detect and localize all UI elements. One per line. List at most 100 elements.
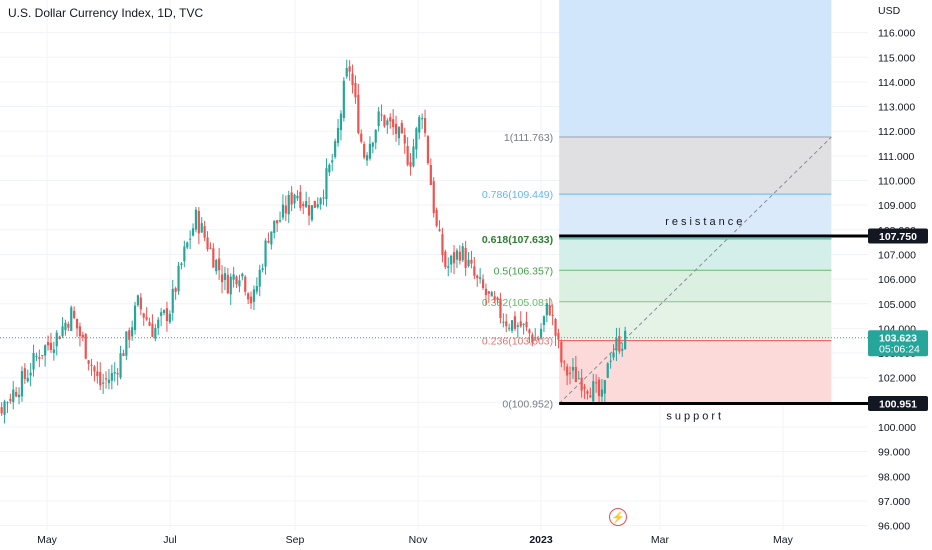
candle-body	[423, 118, 427, 133]
candle-body	[571, 366, 575, 371]
candle-body	[119, 353, 122, 378]
y-tick-label: 99.000	[878, 447, 910, 459]
candle-body	[548, 305, 551, 315]
candle-body	[566, 366, 569, 376]
candle-body	[551, 314, 554, 316]
candle-body	[81, 334, 84, 338]
y-tick-label: 100.000	[878, 422, 916, 434]
time-axis[interactable]: May Jul Sep Nov 2023 Mar May	[37, 534, 794, 546]
candle-body	[26, 377, 29, 382]
candle-body	[307, 205, 311, 216]
countdown-text: 05:06:24	[879, 344, 920, 356]
resistance-label: resistance	[665, 216, 745, 228]
candle-body	[310, 205, 314, 220]
candle-body	[505, 321, 508, 327]
fib-zone	[559, 270, 832, 302]
candle-body	[516, 325, 519, 327]
candle-body	[618, 335, 621, 352]
candle-body	[322, 197, 325, 199]
fib-level-label: 0.618(107.633)	[482, 234, 553, 246]
candle-body	[104, 378, 108, 380]
y-tick-label: 105.000	[878, 299, 916, 311]
candle-body	[61, 326, 64, 337]
candle-body	[377, 111, 380, 127]
candle-body	[531, 334, 534, 343]
candle-body	[580, 377, 583, 391]
candle-body	[421, 118, 424, 120]
candle-body	[592, 381, 595, 402]
candle-body	[177, 265, 180, 292]
candle-body	[87, 360, 90, 364]
candle-body	[220, 274, 224, 283]
candle-body	[244, 276, 247, 292]
candle-body	[394, 123, 398, 134]
support-label: support	[666, 411, 724, 423]
candle-body	[345, 68, 348, 77]
candle-body	[171, 288, 174, 313]
candle-body	[452, 252, 456, 264]
candle-body	[270, 231, 273, 245]
candle-body	[392, 119, 395, 128]
y-tick-label: 114.000	[878, 77, 915, 89]
candle-body	[197, 210, 200, 234]
fib-zone	[559, 238, 832, 271]
candle-body	[32, 352, 35, 370]
x-tick-label: May	[773, 534, 794, 546]
candle-body	[426, 136, 430, 164]
x-tick-label: Nov	[409, 534, 428, 546]
candle-body	[99, 372, 102, 386]
candle-body	[624, 330, 627, 350]
candle-body	[58, 336, 61, 340]
candle-body	[328, 164, 331, 173]
candle-body	[595, 382, 598, 384]
candle-body	[44, 345, 47, 356]
candle-body	[508, 327, 511, 329]
candle-body	[258, 269, 261, 287]
candle-body	[389, 117, 392, 122]
candle-body	[218, 258, 221, 271]
candle-body	[116, 373, 119, 375]
candle-body	[450, 255, 453, 265]
candle-body	[241, 273, 244, 277]
lightning-icon[interactable]: ⚡	[609, 508, 627, 526]
candle-body	[612, 352, 615, 358]
y-tick-label: 110.000	[878, 176, 915, 188]
candle-body	[360, 133, 363, 142]
candle-body	[357, 94, 360, 134]
candle-body	[473, 266, 476, 276]
fib-zone	[559, 137, 832, 195]
candle-body	[255, 286, 258, 292]
price-axis[interactable]: USD96.00097.00098.00099.000100.000101.00…	[868, 0, 932, 550]
candle-body	[139, 297, 142, 310]
candle-body	[400, 122, 403, 134]
candle-body	[273, 220, 276, 233]
trend-line	[558, 136, 832, 404]
chart-title: U.S. Dollar Currency Index, 1D, TVC	[8, 6, 204, 20]
candle-body	[331, 160, 334, 163]
candle-body	[145, 317, 148, 320]
candle-body	[481, 279, 485, 289]
support-price-badge-text: 100.951	[879, 399, 917, 411]
x-tick-label: Mar	[651, 534, 670, 546]
candle-body	[183, 246, 186, 262]
candle-body	[589, 395, 592, 398]
candle-body	[290, 192, 293, 205]
candle-body	[316, 204, 319, 208]
candle-body	[252, 289, 256, 302]
candle-body	[212, 248, 215, 268]
candle-body	[365, 155, 369, 161]
candle-body	[203, 226, 206, 238]
candle-body	[17, 394, 21, 398]
candle-body	[574, 366, 577, 383]
candle-body	[191, 228, 195, 236]
candle-body	[75, 318, 79, 329]
candle-body	[267, 240, 270, 243]
candle-body	[223, 273, 227, 280]
candle-body	[351, 73, 354, 86]
y-tick-label: 96.000	[878, 521, 910, 533]
candle-body	[125, 331, 128, 356]
candlesticks	[0, 59, 627, 424]
candle-body	[23, 368, 26, 380]
candle-body	[78, 326, 82, 337]
